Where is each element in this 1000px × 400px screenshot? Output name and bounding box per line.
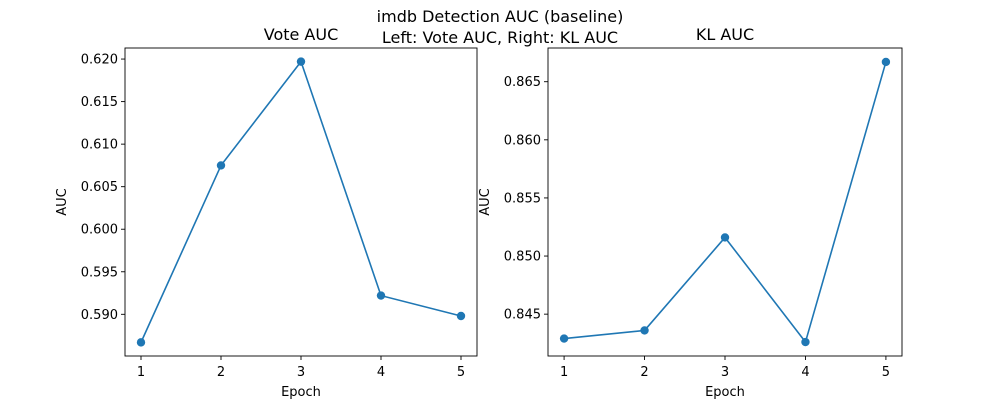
vote-auc-y-tick-label: 0.615 — [81, 95, 118, 110]
kl-auc-x-tick-label: 5 — [882, 365, 890, 380]
vote-auc-series-line — [140, 60, 462, 343]
kl-auc-title: KL AUC — [696, 25, 754, 44]
vote-auc-y-tick-label: 0.590 — [81, 308, 118, 323]
kl-auc-x-tick-label: 1 — [560, 365, 568, 380]
vote-auc-y-axis-label: AUC — [55, 188, 70, 216]
vote-auc-plot: Vote AUC 1 2 3 4 5 0.590 0.595 0.600 0.605 0.610 0.… — [55, 25, 478, 400]
figure-suptitle-line-1: imdb Detection AUC (baseline) — [377, 7, 624, 26]
kl-auc-x-axis-label: Epoch — [705, 385, 745, 400]
kl-auc-x-tick-label: 4 — [801, 365, 809, 380]
vote-auc-x-tick-label: 3 — [297, 365, 305, 380]
vote-auc-y-tick-label: 0.610 — [81, 138, 118, 153]
kl-auc-y-tick-label: 0.850 — [504, 250, 541, 265]
kl-auc-x-tick-label: 2 — [640, 365, 648, 380]
vote-auc-data-point-epoch-2 — [216, 161, 226, 170]
kl-auc-y-tick-label: 0.865 — [504, 75, 541, 90]
kl-auc-series-line — [564, 61, 887, 343]
kl-auc-axes-frame — [547, 47, 903, 357]
vote-auc-x-tick-label: 5 — [457, 365, 465, 380]
vote-auc-x-tick-label: 4 — [377, 365, 385, 380]
kl-auc-data-point-epoch-5 — [881, 57, 891, 67]
kl-auc-x-tick-label: 3 — [721, 365, 729, 380]
vote-auc-data-point-epoch-1 — [136, 338, 146, 347]
kl-auc-plot: KL AUC 1 2 3 4 5 0.845 0.850 0.855 0.860 0.865 Epoc… — [478, 25, 903, 400]
kl-auc-data-point-epoch-2 — [640, 326, 649, 335]
kl-auc-y-axis-label: AUC — [478, 188, 493, 216]
vote-auc-data-point-epoch-4 — [376, 291, 386, 300]
kl-auc-data-point-epoch-3 — [720, 233, 730, 242]
vote-auc-axes-frame — [124, 47, 478, 357]
vote-auc-x-tick-label: 1 — [137, 365, 145, 380]
kl-auc-data-point-epoch-1 — [559, 334, 569, 343]
vote-auc-x-axis-label: Epoch — [281, 385, 321, 400]
vote-auc-y-tick-label: 0.605 — [81, 180, 118, 195]
vote-auc-y-tick-label: 0.620 — [81, 53, 118, 68]
vote-auc-title: Vote AUC — [264, 25, 339, 44]
vote-auc-y-tick-label: 0.595 — [81, 265, 118, 280]
kl-auc-y-tick-label: 0.845 — [504, 308, 541, 323]
vote-auc-x-tick-label: 2 — [217, 365, 225, 380]
kl-auc-data-point-epoch-4 — [801, 337, 810, 347]
vote-auc-data-point-epoch-5 — [456, 311, 466, 321]
figure-suptitle-line-2: Left: Vote AUC, Right: KL AUC — [382, 28, 618, 47]
kl-auc-y-tick-label: 0.855 — [504, 191, 541, 206]
vote-auc-data-point-epoch-3 — [296, 57, 306, 66]
kl-auc-y-tick-label: 0.860 — [504, 133, 541, 148]
vote-auc-y-tick-label: 0.600 — [81, 223, 118, 238]
